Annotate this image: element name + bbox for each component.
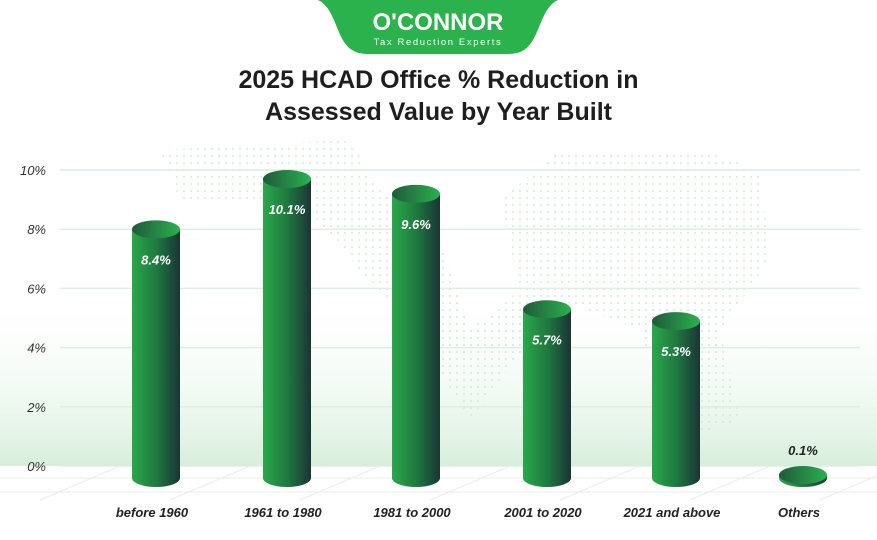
bar-3: 5.7% (523, 300, 571, 487)
y-tick-label: 6% (27, 281, 46, 296)
floor-line (819, 475, 877, 501)
bar-2: 9.6% (392, 184, 440, 487)
svg-text:Tax Reduction Experts: Tax Reduction Experts (374, 37, 503, 48)
chart-title-line-1: 2025 HCAD Office % Reduction in (238, 66, 639, 94)
y-tick-label: 8% (27, 222, 46, 237)
bar-body (523, 309, 571, 478)
chart-title: 2025 HCAD Office % Reduction in Assessed… (0, 64, 877, 128)
bar-cap (779, 466, 827, 485)
oconnor-logo: O'CONNOR Tax Reduction Experts (318, 0, 558, 54)
bar-body (652, 321, 700, 478)
data-label: 0.1% (788, 443, 818, 458)
bar-body (263, 179, 311, 479)
bar-0: 8.4% (132, 220, 180, 487)
bar-cap (132, 220, 180, 239)
x-category-label: 1961 to 1980 (244, 505, 322, 520)
x-category-label: Others (778, 505, 820, 520)
chart-title-line-2: Assessed Value by Year Built (265, 98, 612, 126)
bar-body (392, 193, 440, 478)
bar-cap (392, 184, 440, 203)
data-label: 5.3% (661, 344, 691, 359)
bar-cap (263, 170, 311, 189)
y-tick-label: 10% (20, 163, 46, 178)
y-tick-label: 4% (27, 341, 46, 356)
x-category-label: 1981 to 2000 (373, 505, 451, 520)
bar-cap (523, 300, 571, 319)
floor-line (169, 465, 251, 501)
floor-line (39, 465, 121, 501)
data-label: 10.1% (269, 202, 306, 217)
floor-line (689, 465, 771, 501)
y-tick-label: 2% (26, 400, 46, 415)
bar-1: 10.1% (263, 170, 311, 487)
x-category-label: 2001 to 2020 (503, 505, 582, 520)
bar-body (132, 229, 180, 478)
floor-line (559, 465, 641, 501)
data-label: 8.4% (141, 252, 171, 267)
bar-cap (652, 312, 700, 331)
x-category-label: before 1960 (116, 505, 189, 520)
y-tick-label: 0% (27, 459, 46, 474)
bar-4: 5.3% (652, 312, 700, 487)
data-label: 9.6% (401, 217, 431, 232)
floor-line (429, 465, 511, 501)
data-label: 5.7% (532, 332, 562, 347)
bar-5: 0.1% (779, 443, 827, 487)
x-category-label: 2021 and above (623, 505, 721, 520)
world-map-background (160, 140, 770, 440)
floor-line (299, 465, 381, 501)
svg-text:O'CONNOR: O'CONNOR (372, 9, 503, 36)
